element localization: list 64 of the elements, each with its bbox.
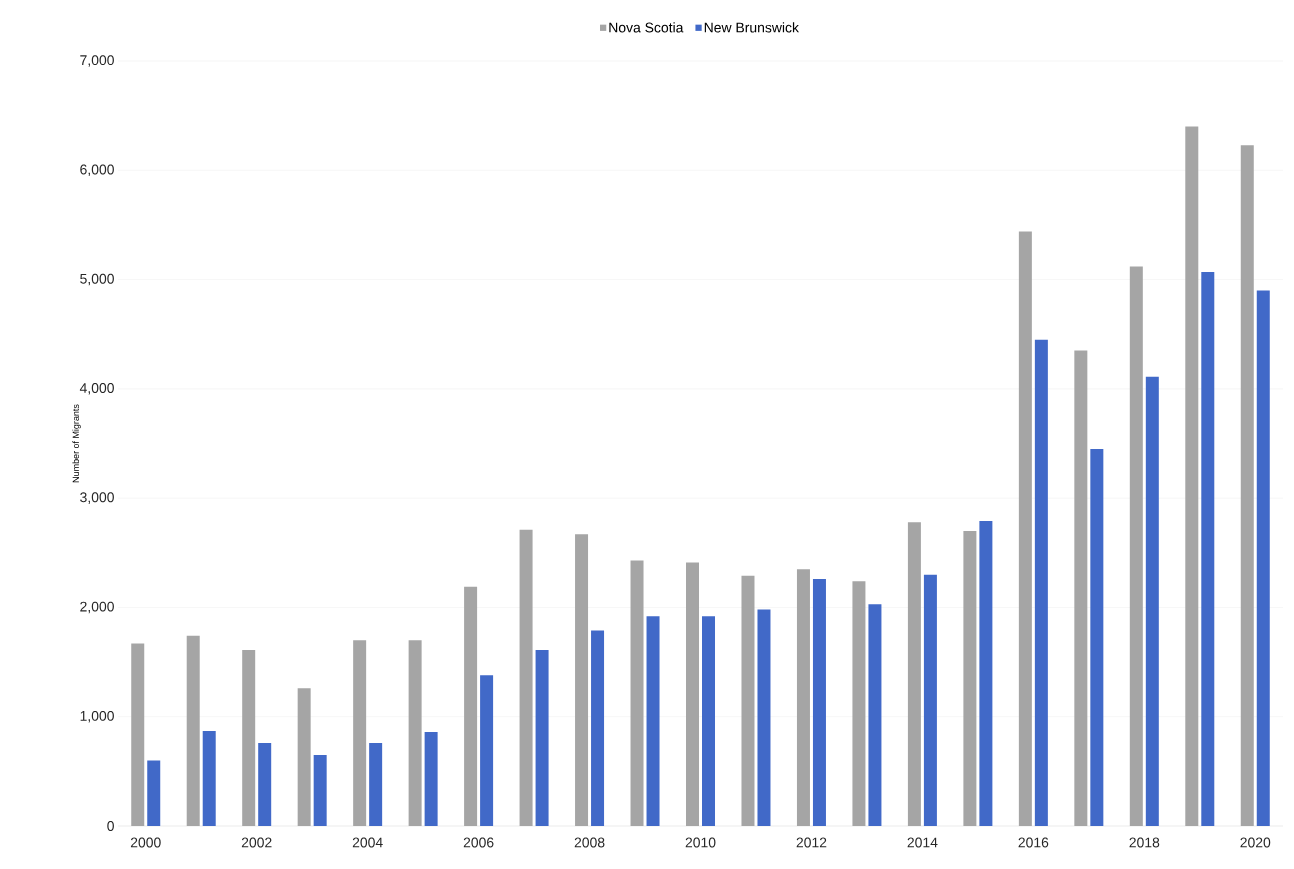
x-tick-label: 2014 [907,837,938,848]
x-tick-label: 2008 [574,837,605,848]
bar [202,730,216,826]
x-tick-label: 2000 [130,837,161,848]
bar [868,604,882,826]
y-tick-label: 2,000 [80,601,114,614]
bar [852,581,866,826]
bar [702,616,715,826]
bar [796,569,810,826]
y-tick-label: 1,000 [80,710,114,723]
bar [1201,271,1215,826]
bar [242,650,256,826]
y-tick-label: 3,000 [80,492,114,504]
bar [313,754,327,826]
y-tick-label: 7,000 [80,55,114,67]
bar [1090,448,1104,826]
bar [591,630,605,826]
bar [1145,376,1159,826]
bar [630,560,644,826]
bar [1240,145,1254,826]
legend-label: New Brunswick [704,22,799,33]
x-tick-label: 2012 [796,837,827,848]
bar [646,616,660,826]
bar [353,640,367,826]
bar [1074,350,1088,826]
bar [575,534,589,826]
bar [1018,231,1032,826]
x-tick-label: 2020 [1240,837,1271,848]
bar [963,530,977,826]
y-tick-label: 0 [107,821,114,831]
x-tick-label: 2010 [685,837,716,848]
bar [907,522,921,826]
y-axis-title: Number of Migrants [72,404,81,483]
x-tick-label: 2002 [241,837,272,848]
bar [979,521,993,826]
x-tick-label: 2004 [352,837,383,848]
bar [408,640,422,826]
x-tick-label: 2016 [1018,837,1049,848]
bar [369,742,383,826]
bar [1256,290,1270,826]
y-tick-label: 6,000 [80,164,114,177]
legend-label: Nova Scotia [609,22,684,33]
bar [186,635,200,826]
bar [258,742,272,826]
bar [1185,126,1199,826]
bar [147,760,161,826]
bar [1034,339,1048,826]
bar [812,579,826,826]
bar [297,688,311,826]
y-tick-label: 4,000 [79,383,114,395]
bar [424,732,438,826]
x-tick-label: 2018 [1129,837,1160,848]
x-tick-label: 2006 [463,837,494,848]
bar [535,650,549,826]
y-tick-label: 5,000 [80,273,114,286]
bar [1129,266,1143,826]
bar [686,562,699,826]
bar [923,574,937,826]
bar [480,675,494,826]
bar [464,586,478,826]
bar [741,575,755,826]
bar [131,643,145,826]
bar [519,529,533,826]
bar [757,609,771,826]
